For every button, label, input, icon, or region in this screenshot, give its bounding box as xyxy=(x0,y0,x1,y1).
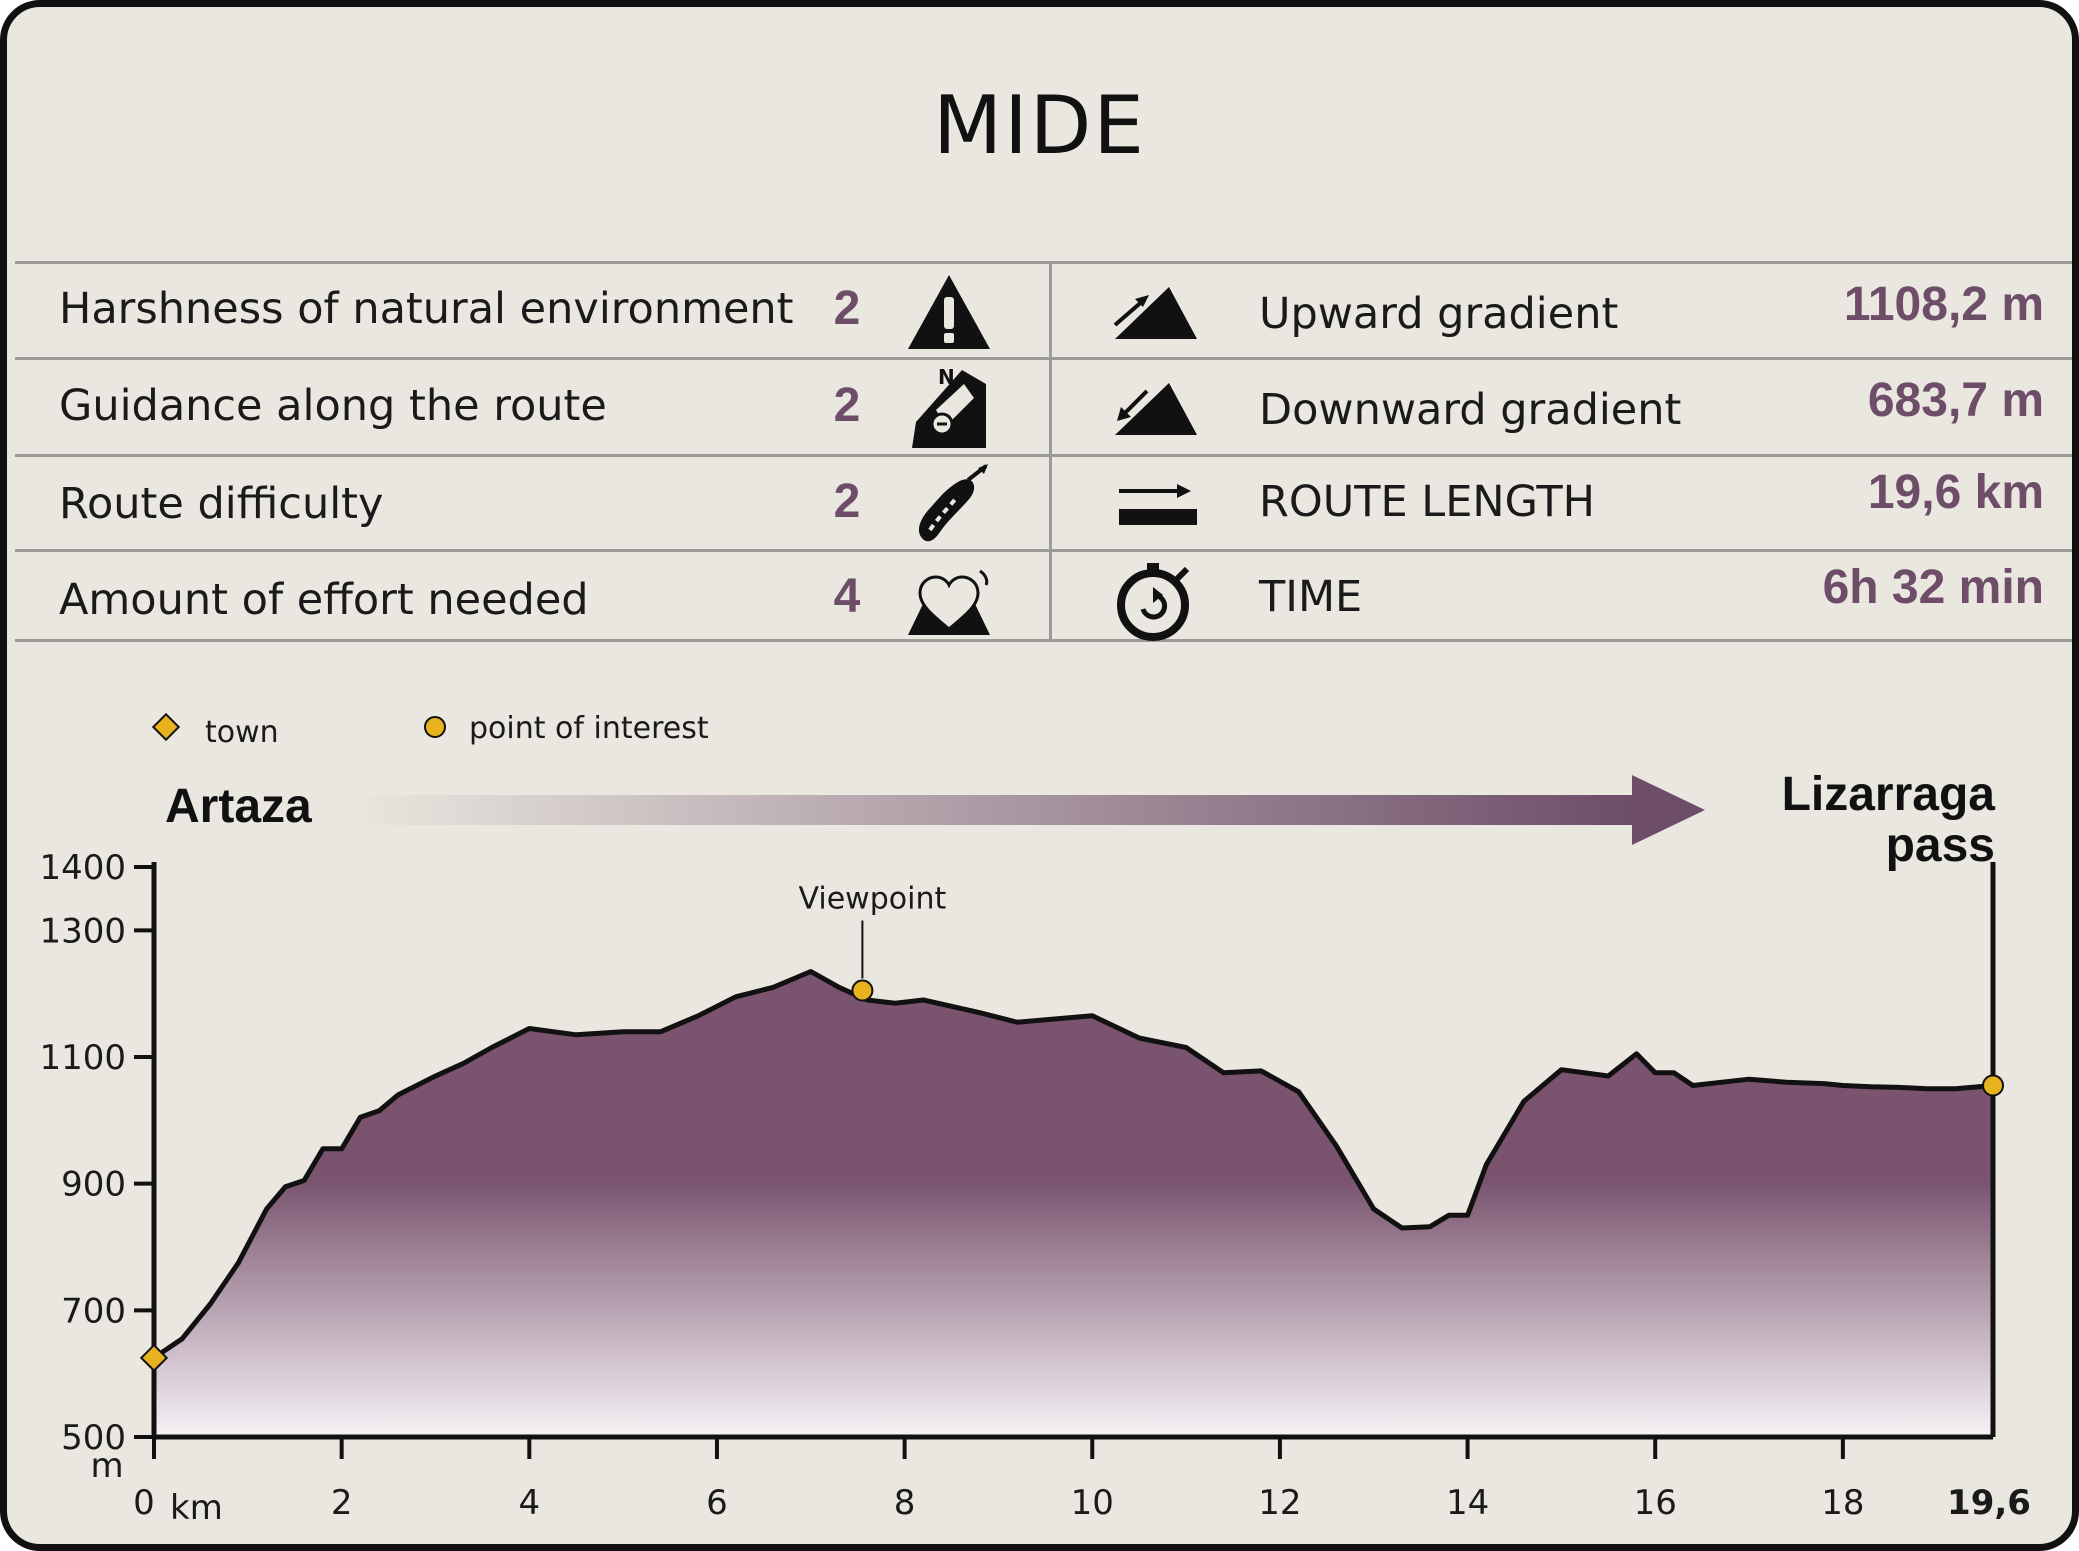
harshness-score: 2 xyxy=(833,282,861,335)
effort-label: Amount of effort needed xyxy=(59,575,589,625)
compass-sign-icon: N xyxy=(912,365,986,448)
axes xyxy=(151,862,1996,1440)
route-length-label: ROUTE LENGTH xyxy=(1259,477,1595,527)
divider xyxy=(15,357,2072,360)
warning-triangle-icon xyxy=(908,275,990,349)
time-label: TIME xyxy=(1259,572,1363,622)
x-axis-unit: km xyxy=(170,1488,223,1528)
stopwatch-icon xyxy=(1117,563,1190,641)
y-tick-label: 900 xyxy=(61,1165,126,1205)
descent-icon xyxy=(1115,383,1197,435)
x-tick-label: 4 xyxy=(518,1483,540,1523)
town-marker xyxy=(139,1343,169,1372)
legend-poi-marker xyxy=(424,716,446,738)
time-value: 6h 32 min xyxy=(1822,561,2044,614)
harshness-label: Harshness of natural environment xyxy=(59,284,794,334)
poi-marker xyxy=(851,979,874,1002)
downward-gradient-value: 683,7 m xyxy=(1867,374,2044,427)
upward-gradient-label: Upward gradient xyxy=(1259,289,1619,339)
elevation-profile-chart: town point of interest Artaza Lizarraga … xyxy=(39,711,2031,1528)
divider xyxy=(15,639,2072,642)
legend-town-label: town xyxy=(205,715,279,750)
end-label-line-1: Lizarraga xyxy=(1782,768,1996,821)
elevation-line xyxy=(152,969,1994,1360)
end-label-line-2: pass xyxy=(1886,819,1995,872)
x-tick-label: 14 xyxy=(1446,1483,1489,1523)
y-axis-unit: m xyxy=(90,1446,123,1486)
legend-town-marker xyxy=(151,712,181,742)
difficulty-label: Route difficulty xyxy=(59,479,384,529)
page-title: MIDE xyxy=(933,79,1146,172)
column-divider xyxy=(1049,263,1052,640)
guidance-label: Guidance along the route xyxy=(59,381,607,431)
x-end-label: 19,6 xyxy=(1947,1483,2031,1523)
x-tick-label: 6 xyxy=(706,1483,728,1523)
direction-arrow xyxy=(347,775,1705,845)
y-tick-label: 1300 xyxy=(39,911,126,951)
annotation-label: Viewpoint xyxy=(799,882,947,917)
x-tick-label: 16 xyxy=(1634,1483,1677,1523)
y-tick-label: 1100 xyxy=(39,1038,126,1078)
guidance-score: 2 xyxy=(833,379,861,432)
effort-score: 4 xyxy=(833,570,861,623)
x-tick-label: 12 xyxy=(1258,1483,1301,1523)
elevation-area xyxy=(154,971,1993,1437)
downward-gradient-label: Downward gradient xyxy=(1259,385,1682,435)
x-tick-label: 18 xyxy=(1821,1483,1864,1523)
ascent-icon xyxy=(1113,287,1197,339)
upward-gradient-value: 1108,2 m xyxy=(1843,278,2044,331)
x-tick-label: 0 xyxy=(133,1483,155,1523)
difficulty-score: 2 xyxy=(833,475,861,528)
route-length-icon xyxy=(1119,484,1197,525)
divider xyxy=(15,549,2072,552)
heart-mountain-icon xyxy=(908,569,990,635)
start-label: Artaza xyxy=(165,780,312,833)
poi-marker xyxy=(1982,1074,2004,1097)
route-length-value: 19,6 km xyxy=(1867,466,2044,519)
divider xyxy=(15,454,2072,457)
footprint-icon xyxy=(918,464,988,542)
x-tick-label: 2 xyxy=(331,1483,353,1523)
y-tick-label: 1400 xyxy=(39,848,126,888)
x-tick-label: 8 xyxy=(894,1483,916,1523)
y-tick-label: 500 xyxy=(61,1418,126,1458)
divider xyxy=(15,261,2072,264)
y-tick-label: 700 xyxy=(61,1291,126,1331)
x-tick-label: 10 xyxy=(1071,1483,1114,1523)
legend-poi-label: point of interest xyxy=(469,711,709,746)
